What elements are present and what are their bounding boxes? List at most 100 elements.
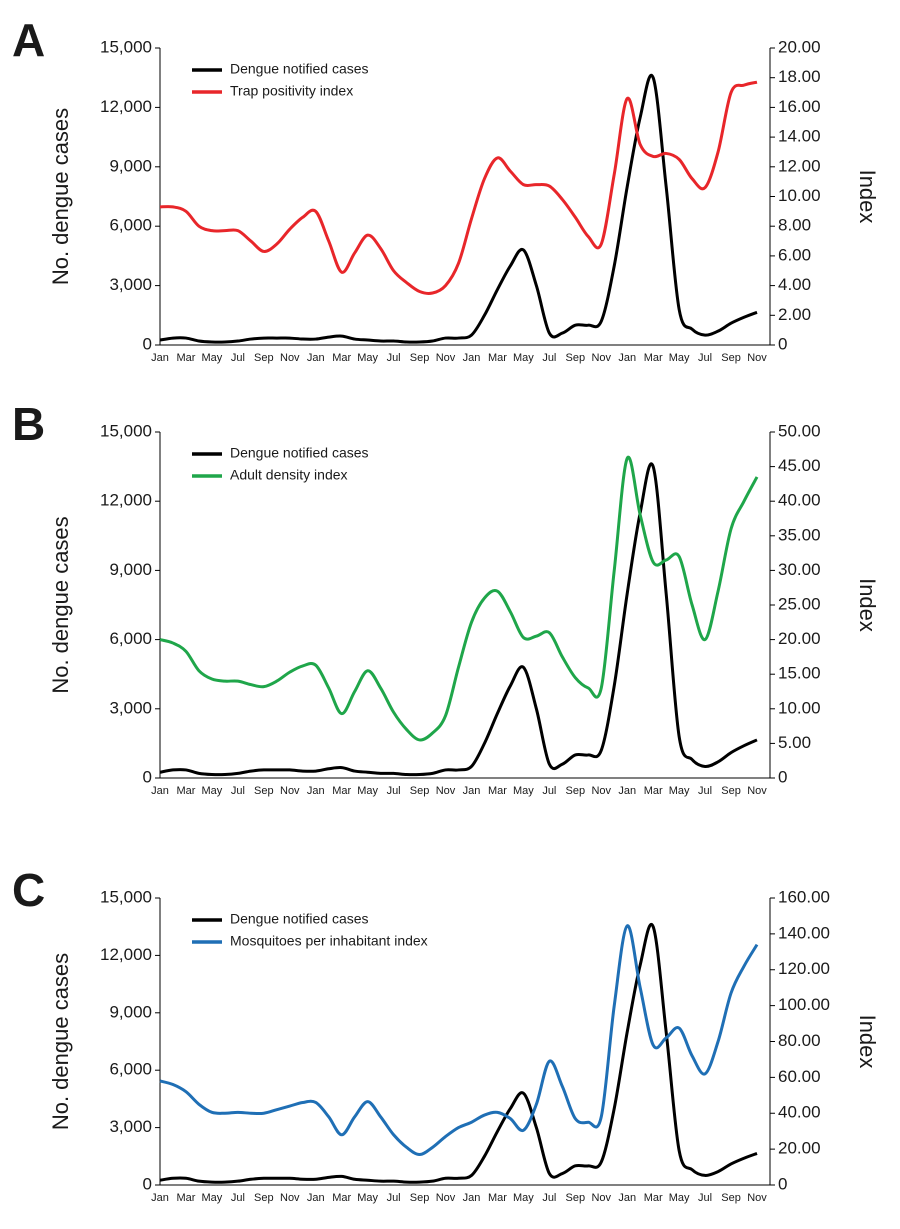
y-tick-label: 0 — [143, 334, 152, 353]
x-tick-label: Jan — [618, 352, 636, 364]
series-line — [159, 924, 759, 1157]
x-tick-label: Jan — [618, 1192, 636, 1204]
y2-tick-label: 10.00 — [778, 186, 821, 205]
x-tick-label: Nov — [280, 352, 300, 364]
x-tick-label: May — [357, 785, 378, 797]
series-line — [159, 73, 758, 344]
y2-tick-label: 4.00 — [778, 275, 811, 294]
y2-tick-label: 8.00 — [778, 216, 811, 235]
y-axis-label: No. dengue cases — [48, 108, 73, 285]
y-tick-label: 0 — [143, 1174, 152, 1193]
legend-label: Dengue notified cases — [230, 61, 369, 77]
x-tick-label: Sep — [566, 1192, 586, 1204]
y2-tick-label: 12.00 — [778, 156, 821, 175]
x-tick-label: Jan — [307, 352, 325, 364]
legend-label: Adult density index — [230, 467, 348, 483]
y2-tick-label: 15.00 — [778, 664, 821, 683]
x-tick-label: May — [669, 1192, 690, 1204]
y2-tick-label: 25.00 — [778, 594, 821, 613]
x-tick-label: Nov — [591, 352, 611, 364]
x-tick-label: Mar — [332, 785, 351, 797]
x-tick-label: May — [357, 1192, 378, 1204]
x-tick-label: Jul — [698, 1192, 712, 1204]
x-tick-label: Sep — [410, 352, 430, 364]
y2-tick-label: 20.00 — [778, 37, 821, 56]
y-axis-label: No. dengue cases — [48, 516, 73, 693]
y-axis-label: No. dengue cases — [48, 953, 73, 1130]
y2-tick-label: 60.00 — [778, 1067, 821, 1086]
x-tick-label: Jul — [231, 352, 245, 364]
series-line — [159, 455, 759, 742]
x-tick-label: Sep — [566, 785, 586, 797]
x-tick-label: Nov — [591, 785, 611, 797]
y2-tick-label: 40.00 — [778, 1103, 821, 1122]
x-tick-label: Jul — [542, 785, 556, 797]
x-tick-label: Nov — [280, 785, 300, 797]
y2-tick-label: 0 — [778, 1174, 787, 1193]
y-tick-label: 15,000 — [100, 887, 152, 906]
y-tick-label: 12,000 — [100, 491, 152, 510]
y2-tick-label: 6.00 — [778, 245, 811, 264]
y2-tick-label: 50.00 — [778, 421, 821, 440]
x-tick-label: Sep — [721, 1192, 741, 1204]
x-tick-label: Jan — [618, 785, 636, 797]
y2-tick-label: 20.00 — [778, 1139, 821, 1158]
y-tick-label: 15,000 — [100, 421, 152, 440]
y-tick-label: 3,000 — [109, 275, 152, 294]
series-line — [159, 80, 758, 295]
x-tick-label: May — [669, 785, 690, 797]
y2-tick-label: 120.00 — [778, 959, 830, 978]
y2-tick-label: 5.00 — [778, 733, 811, 752]
y2-axis-label: Index — [855, 170, 880, 224]
x-tick-label: May — [513, 352, 534, 364]
x-tick-label: Sep — [410, 1192, 430, 1204]
y2-tick-label: 45.00 — [778, 456, 821, 475]
x-tick-label: Nov — [436, 1192, 456, 1204]
y2-tick-label: 20.00 — [778, 629, 821, 648]
x-tick-label: Mar — [332, 352, 351, 364]
x-tick-label: Sep — [566, 352, 586, 364]
y-tick-label: 6,000 — [109, 1060, 152, 1079]
x-tick-label: Jan — [307, 785, 325, 797]
y2-tick-label: 100.00 — [778, 995, 830, 1014]
x-tick-label: May — [202, 1192, 223, 1204]
y2-tick-label: 14.00 — [778, 127, 821, 146]
x-tick-label: Nov — [747, 785, 767, 797]
y-tick-label: 15,000 — [100, 37, 152, 56]
x-tick-label: Sep — [721, 785, 741, 797]
x-tick-label: Jul — [698, 785, 712, 797]
x-tick-label: Nov — [280, 1192, 300, 1204]
x-tick-label: Mar — [644, 785, 663, 797]
y2-tick-label: 40.00 — [778, 491, 821, 510]
y2-tick-label: 2.00 — [778, 305, 811, 324]
x-tick-label: Jan — [463, 1192, 481, 1204]
x-tick-label: Mar — [176, 785, 195, 797]
x-tick-label: Sep — [254, 1192, 274, 1204]
x-tick-label: May — [357, 352, 378, 364]
y-tick-label: 9,000 — [109, 560, 152, 579]
x-tick-label: Jan — [463, 352, 481, 364]
y2-axis-label: Index — [855, 1015, 880, 1069]
y-tick-label: 9,000 — [109, 156, 152, 175]
x-tick-label: Sep — [721, 352, 741, 364]
x-tick-label: May — [202, 785, 223, 797]
panel-label: B — [12, 398, 45, 450]
y-tick-label: 3,000 — [109, 1117, 152, 1136]
series-line — [159, 922, 758, 1184]
series-line — [159, 462, 758, 777]
y2-tick-label: 0 — [778, 334, 787, 353]
y2-axis-label: Index — [855, 578, 880, 632]
x-tick-label: Mar — [488, 785, 507, 797]
x-tick-label: Jan — [307, 1192, 325, 1204]
y-tick-label: 12,000 — [100, 97, 152, 116]
x-tick-label: Mar — [332, 1192, 351, 1204]
x-tick-label: Mar — [176, 352, 195, 364]
x-tick-label: May — [513, 785, 534, 797]
y2-tick-label: 0 — [778, 767, 787, 786]
x-tick-label: Jul — [387, 1192, 401, 1204]
y-tick-label: 9,000 — [109, 1002, 152, 1021]
x-tick-label: Jul — [231, 1192, 245, 1204]
x-tick-label: Mar — [176, 1192, 195, 1204]
